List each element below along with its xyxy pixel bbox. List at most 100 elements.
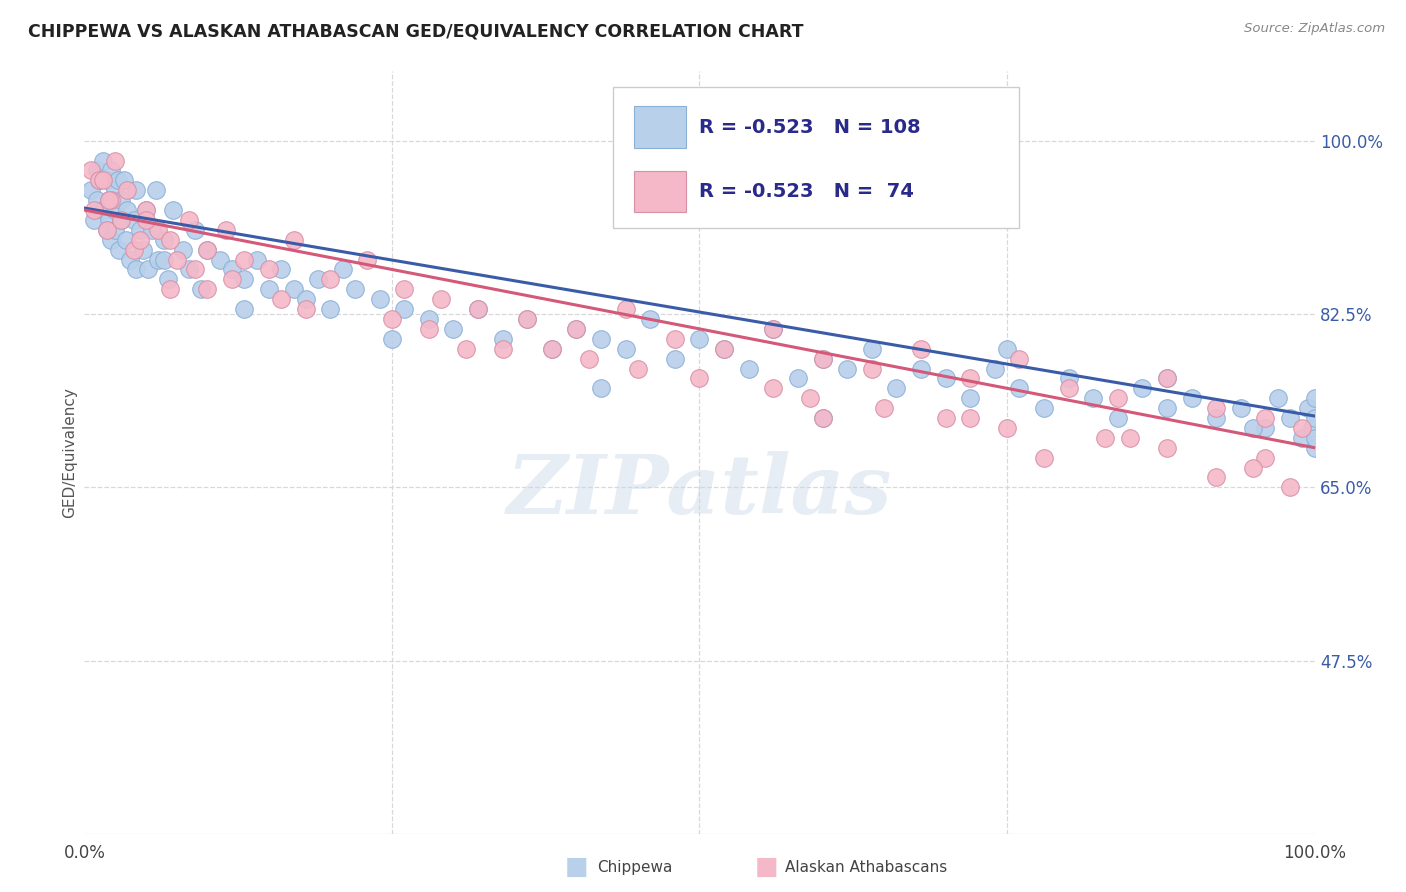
Point (91, 173, 114, 187)
Point (713, 342, 735, 356)
Point (319, 272, 342, 286)
Point (935, 411, 957, 425)
Point (664, 332, 686, 346)
Point (1181, 391, 1204, 405)
Text: ■: ■ (755, 855, 778, 879)
Point (1279, 480, 1302, 494)
Point (762, 381, 785, 395)
Point (96, 223, 118, 237)
Point (873, 401, 896, 416)
Point (565, 322, 588, 336)
Point (1291, 431, 1313, 445)
Point (713, 342, 735, 356)
Point (166, 252, 188, 267)
Point (162, 202, 184, 217)
Point (467, 301, 489, 316)
Point (1156, 371, 1178, 385)
Point (141, 223, 163, 237)
Point (516, 312, 538, 326)
Point (283, 233, 305, 247)
Point (153, 233, 176, 247)
Point (394, 282, 416, 296)
Point (995, 421, 1018, 435)
Point (381, 312, 404, 326)
Point (1008, 381, 1031, 395)
Point (208, 252, 231, 267)
Point (138, 262, 160, 277)
Point (1156, 371, 1178, 385)
Point (98, 213, 120, 227)
Point (959, 371, 981, 385)
Point (270, 292, 292, 306)
Point (1301, 421, 1323, 435)
Point (860, 342, 883, 356)
Point (811, 411, 834, 425)
Point (221, 272, 243, 286)
Point (148, 223, 170, 237)
Point (689, 332, 711, 346)
Point (87, 173, 111, 187)
Text: ZIPatlas: ZIPatlas (506, 450, 893, 531)
Point (107, 173, 129, 187)
Point (104, 202, 127, 217)
FancyBboxPatch shape (613, 87, 1019, 227)
Point (1083, 391, 1105, 405)
Bar (634, 170, 686, 212)
Point (184, 262, 207, 277)
Point (1298, 401, 1320, 416)
Point (153, 252, 176, 267)
Point (135, 213, 157, 227)
Point (257, 282, 280, 296)
Point (910, 342, 932, 356)
Point (344, 282, 367, 296)
Point (246, 252, 269, 267)
Point (197, 243, 219, 257)
Point (233, 301, 256, 316)
Point (197, 282, 219, 296)
Point (811, 411, 834, 425)
Point (128, 223, 150, 237)
Point (1094, 431, 1116, 445)
Point (1057, 371, 1080, 385)
Point (110, 213, 132, 227)
Point (492, 342, 515, 356)
Point (627, 361, 650, 376)
Point (762, 322, 785, 336)
Point (591, 332, 613, 346)
Point (418, 312, 440, 326)
Point (132, 243, 155, 257)
Point (860, 361, 883, 376)
Point (1291, 421, 1313, 435)
Point (115, 233, 138, 247)
Point (516, 312, 538, 326)
Point (270, 262, 292, 277)
Point (148, 252, 170, 267)
Text: Alaskan Athabascans: Alaskan Athabascans (785, 860, 946, 874)
Point (125, 262, 148, 277)
Point (1119, 431, 1142, 445)
Point (368, 292, 391, 306)
Point (104, 153, 127, 168)
Point (664, 351, 686, 366)
Point (837, 361, 859, 376)
Point (1205, 411, 1227, 425)
Point (614, 342, 637, 356)
Point (1303, 431, 1326, 445)
Point (100, 163, 122, 178)
Point (1107, 411, 1129, 425)
Point (454, 342, 477, 356)
Point (283, 282, 305, 296)
Point (738, 361, 761, 376)
Point (430, 292, 453, 306)
Point (799, 391, 821, 405)
Point (233, 252, 256, 267)
Point (332, 262, 354, 277)
Point (578, 351, 600, 366)
Text: Source: ZipAtlas.com: Source: ZipAtlas.com (1244, 22, 1385, 36)
Point (640, 312, 662, 326)
Point (86, 193, 108, 207)
Point (1241, 421, 1264, 435)
Point (295, 292, 318, 306)
Point (117, 183, 139, 197)
Point (104, 223, 127, 237)
